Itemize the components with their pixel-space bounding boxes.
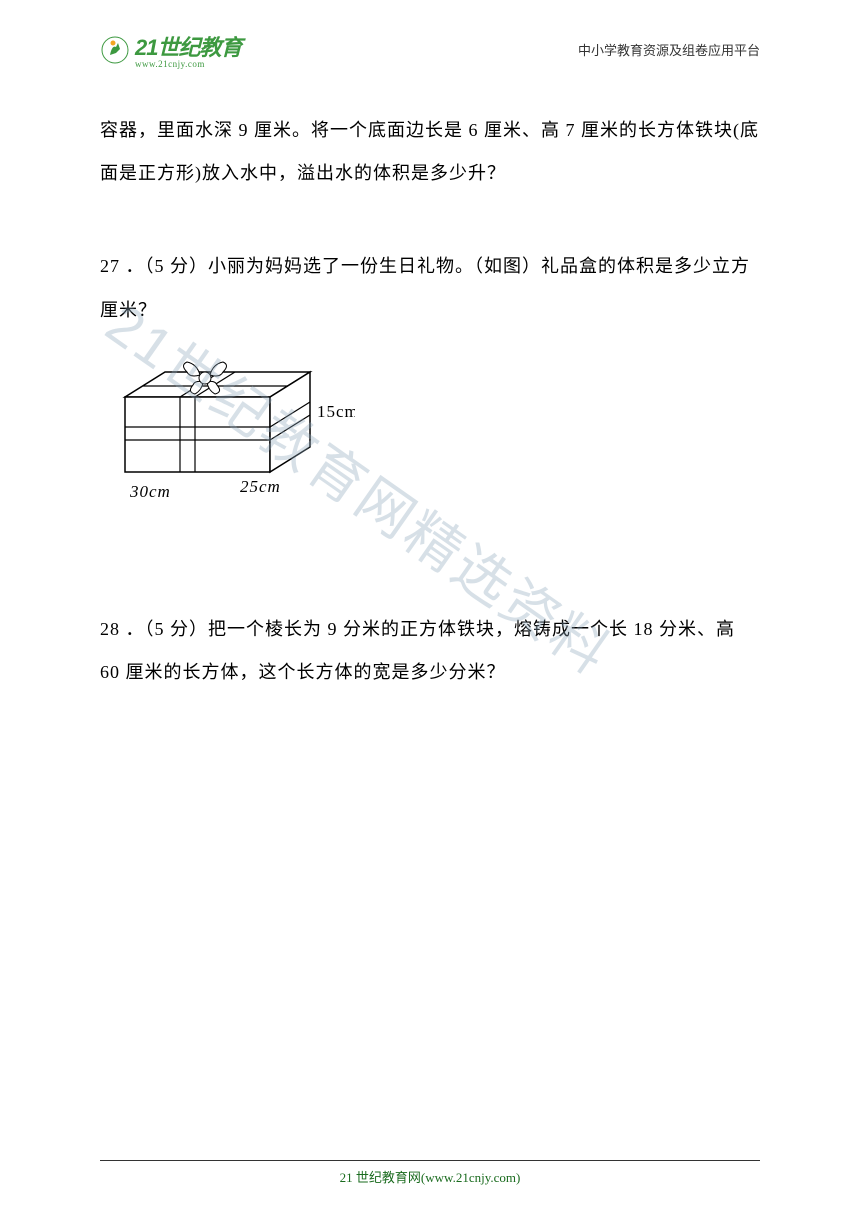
gift-box-figure: 15cm 30cm 25cm (95, 342, 760, 528)
intro-paragraph: 容器，里面水深 9 厘米。将一个底面边长是 6 厘米、高 7 厘米的长方体铁块(… (100, 109, 760, 195)
logo-text-block: 21世纪教育 www.21cnjy.com (135, 30, 241, 69)
dim-width: 30cm (129, 482, 171, 501)
q28-number: 28 ． (100, 619, 145, 639)
logo-main-text: 21世纪教育 (135, 30, 241, 62)
question-28: 28 ．（5 分）把一个棱长为 9 分米的正方体铁块，熔铸成一个长 18 分米、… (100, 608, 760, 694)
page-container: 21世纪教育 www.21cnjy.com 中小学教育资源及组卷应用平台 容器，… (0, 0, 860, 1216)
logo-container: 21世纪教育 www.21cnjy.com (100, 30, 241, 69)
question-27: 27 ．（5 分）小丽为妈妈选了一份生日礼物。（如图）礼品盒的体积是多少立方厘米… (100, 245, 760, 528)
document-content: 容器，里面水深 9 厘米。将一个底面边长是 6 厘米、高 7 厘米的长方体铁块(… (100, 109, 760, 694)
q28-points: （5 分） (145, 619, 209, 639)
page-footer: 21 世纪教育网(www.21cnjy.com) (100, 1160, 760, 1186)
logo-icon (100, 35, 130, 65)
dim-height: 15cm (317, 402, 355, 421)
intro-text: 容器，里面水深 9 厘米。将一个底面边长是 6 厘米、高 7 厘米的长方体铁块(… (100, 120, 759, 183)
q27-number: 27 ． (100, 256, 145, 276)
page-header: 21世纪教育 www.21cnjy.com 中小学教育资源及组卷应用平台 (100, 30, 760, 69)
dim-depth: 25cm (240, 477, 281, 496)
header-tagline: 中小学教育资源及组卷应用平台 (578, 40, 760, 59)
q27-points: （5 分） (145, 256, 209, 276)
